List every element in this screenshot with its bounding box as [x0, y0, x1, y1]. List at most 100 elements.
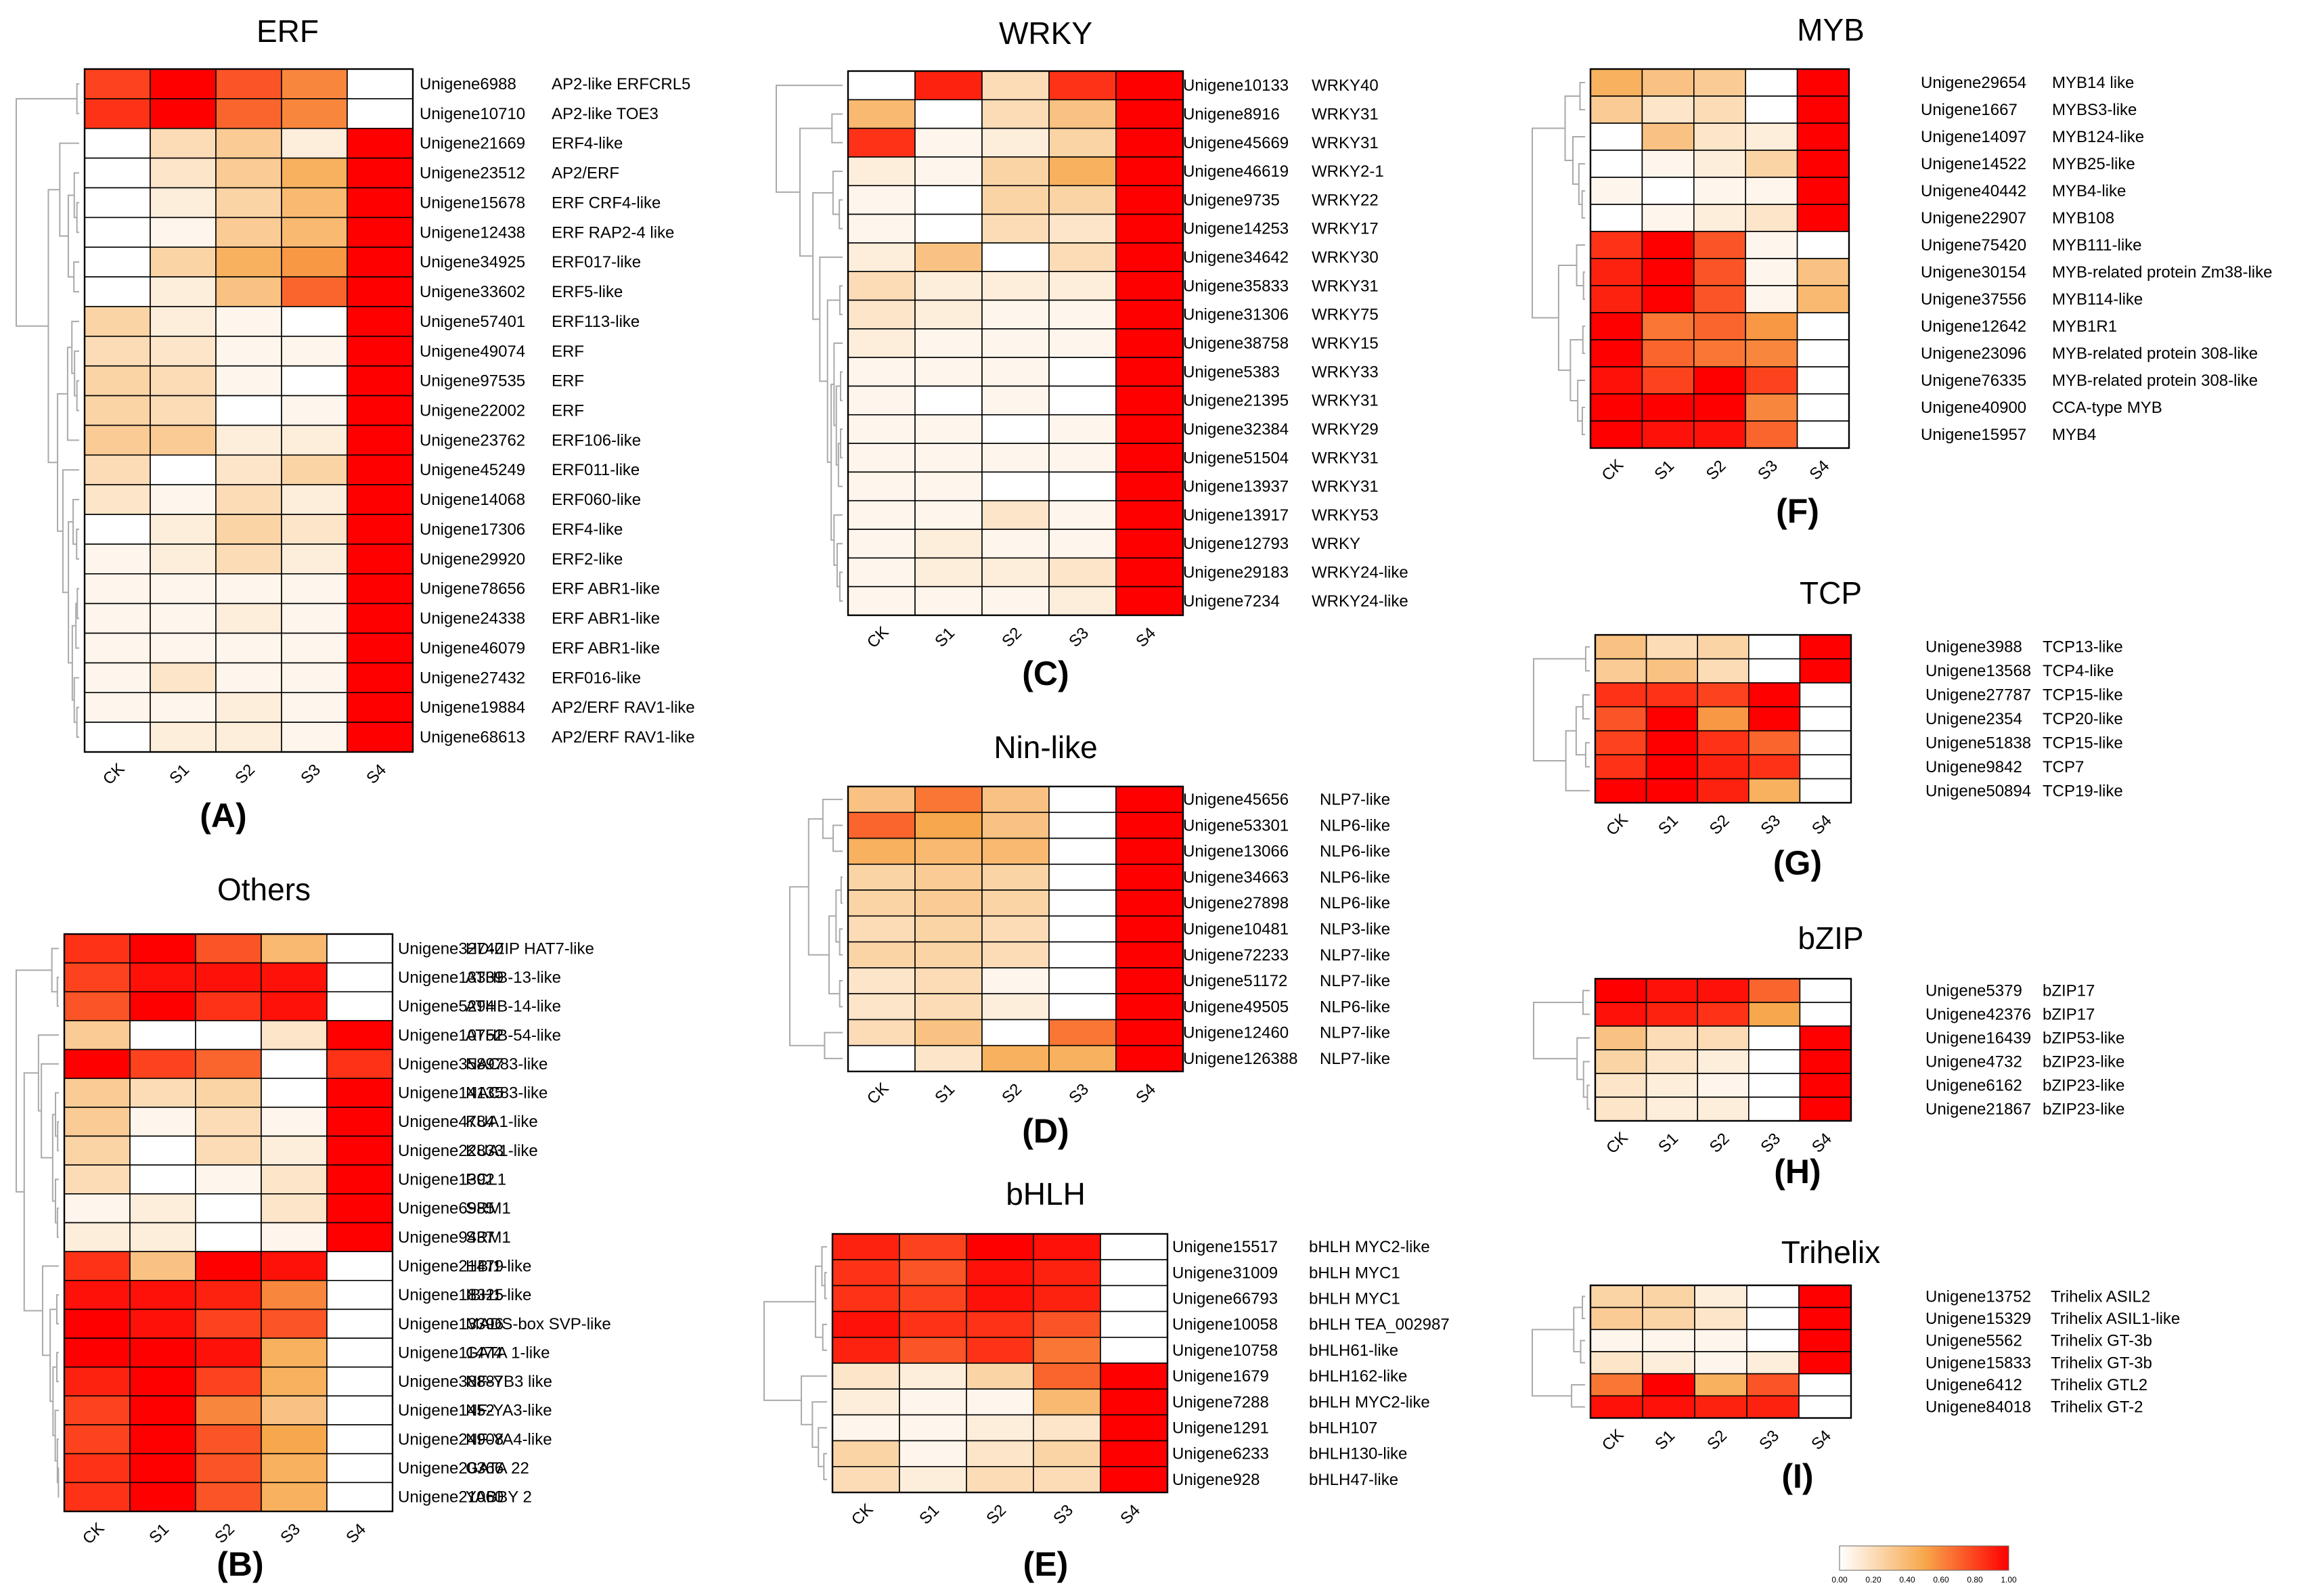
panel-label: (A)	[200, 797, 246, 835]
gene-annotation-label: MYB124-like	[2052, 128, 2144, 146]
gene-id-label: Unigene9437	[398, 1228, 495, 1247]
heatmap-cell	[1645, 1025, 1699, 1050]
gene-id-label: Unigene6233	[1172, 1445, 1269, 1463]
heatmap-cell	[261, 1193, 328, 1224]
gene-annotation-label: ERF	[552, 342, 584, 361]
gene-id-label: Unigene4732	[1925, 1053, 2022, 1071]
gene-annotation-label: MYB-related protein 308-like	[2052, 345, 2258, 363]
heatmap-cell	[1115, 967, 1184, 994]
heatmap-cell	[914, 156, 983, 187]
heatmap-cell	[84, 306, 151, 337]
dendrogram-branch	[824, 1272, 827, 1300]
gene-annotation-label: TCP15-like	[2043, 734, 2123, 752]
heatmap-cell	[281, 544, 348, 575]
dendrogram-branch	[839, 928, 843, 956]
gene-id-label: Unigene3988	[1925, 638, 2022, 657]
panel-label: (C)	[1022, 655, 1069, 692]
heatmap-cell	[847, 471, 916, 502]
heatmap-cell	[84, 544, 151, 575]
heatmap-cell	[966, 1310, 1034, 1338]
gene-id-label: Unigene97535	[420, 372, 525, 391]
heatmap-cell	[1115, 1044, 1184, 1072]
heatmap-cell	[1641, 68, 1695, 97]
heatmap-cell	[1115, 242, 1184, 273]
gene-id-label: Unigene33602	[420, 283, 525, 301]
heatmap-cell	[832, 1414, 900, 1442]
gene-annotation-label: NF-YA3-like	[466, 1402, 552, 1420]
heatmap-cell	[1115, 70, 1184, 101]
heatmap-cell	[966, 1362, 1034, 1390]
gene-annotation-label: AP2/ERF	[552, 164, 619, 183]
heatmap-cell	[326, 1048, 393, 1080]
gene-id-label: Unigene30154	[1921, 263, 2026, 282]
column-label: S2	[1706, 1130, 1733, 1157]
heatmap-cell	[261, 1078, 328, 1108]
heatmap-cell	[261, 1337, 328, 1368]
heatmap-cell	[1595, 778, 1647, 803]
heatmap-cell	[914, 242, 983, 273]
heatmap-cell	[347, 157, 414, 189]
heatmap-cell	[1115, 385, 1184, 416]
heatmap-cell	[347, 306, 414, 337]
heatmap-cell	[347, 424, 414, 456]
gene-id-label: Unigene10481	[1183, 921, 1289, 939]
dendrogram-branch	[62, 469, 79, 594]
column-label: S2	[1703, 1427, 1731, 1454]
gene-id-label: Unigene66793	[1172, 1290, 1278, 1308]
gene-annotation-label: Trihelix GTL2	[2051, 1376, 2147, 1394]
column-label: CK	[99, 759, 129, 789]
heatmap-cell	[981, 357, 1050, 387]
heatmap-cell	[129, 1337, 196, 1368]
dendrogram-branch	[58, 1467, 60, 1498]
heatmap-cell	[1645, 754, 1699, 780]
gene-annotation-label: bHLH MYC1	[1309, 1290, 1400, 1308]
heatmap-cell	[347, 692, 414, 723]
heatmap-cell	[1642, 1285, 1695, 1308]
heatmap-cell	[129, 933, 196, 964]
gene-id-label: Unigene45669	[1183, 134, 1289, 152]
gene-annotation-label: NLP6-like	[1320, 868, 1390, 887]
gene-id-label: Unigene1452	[398, 1402, 495, 1420]
gene-annotation-label: ERF CRF4-like	[552, 194, 661, 212]
heatmap-cell	[1745, 204, 1798, 232]
heatmap-cell	[84, 246, 151, 278]
heatmap-cell	[1645, 706, 1699, 732]
heatmap-cell	[1048, 557, 1117, 588]
gene-annotation-label: NAC83-like	[466, 1084, 548, 1103]
heatmap-cell	[1748, 1096, 1801, 1122]
heatmap-cell	[1642, 1306, 1695, 1331]
heatmap-cell	[129, 1135, 196, 1166]
heatmap-cell	[64, 1048, 131, 1080]
heatmap-cell	[281, 98, 348, 129]
dendrogram-branch	[822, 799, 843, 839]
heatmap-cell	[195, 991, 262, 1021]
gene-annotation-label: WRKY29	[1312, 420, 1379, 439]
heatmap-cell	[1590, 1351, 1643, 1375]
heatmap-cell	[1033, 1362, 1101, 1390]
gene-id-label: Unigene5562	[1925, 1332, 2022, 1350]
heatmap-cell	[64, 1424, 131, 1455]
gene-annotation-label: ERF060-like	[552, 491, 641, 509]
heatmap-cell	[281, 662, 348, 694]
heatmap-cell	[1748, 1049, 1801, 1074]
gene-id-label: Unigene46619	[1183, 162, 1289, 181]
heatmap-cell	[1645, 978, 1699, 1003]
gene-annotation-label: ERF	[552, 372, 584, 391]
heatmap-cell	[1693, 95, 1747, 124]
gene-id-label: Unigene31009	[1172, 1264, 1278, 1282]
heatmap-cell	[847, 328, 916, 358]
heatmap-cell	[1115, 1019, 1184, 1046]
gene-id-label: Unigene29920	[420, 550, 525, 569]
heatmap-cell	[1048, 993, 1117, 1021]
gene-id-label: Unigene15833	[1925, 1354, 2031, 1372]
heatmap-cell	[1642, 1351, 1695, 1375]
heatmap-cell	[1115, 213, 1184, 244]
heatmap-cell	[326, 1164, 393, 1195]
heatmap-cell	[981, 185, 1050, 215]
heatmap-cell	[899, 1310, 967, 1338]
heatmap-cell	[1590, 123, 1643, 151]
heatmap-cell	[347, 573, 414, 604]
heatmap-cell	[1048, 585, 1117, 616]
panel-label: (B)	[217, 1545, 263, 1583]
